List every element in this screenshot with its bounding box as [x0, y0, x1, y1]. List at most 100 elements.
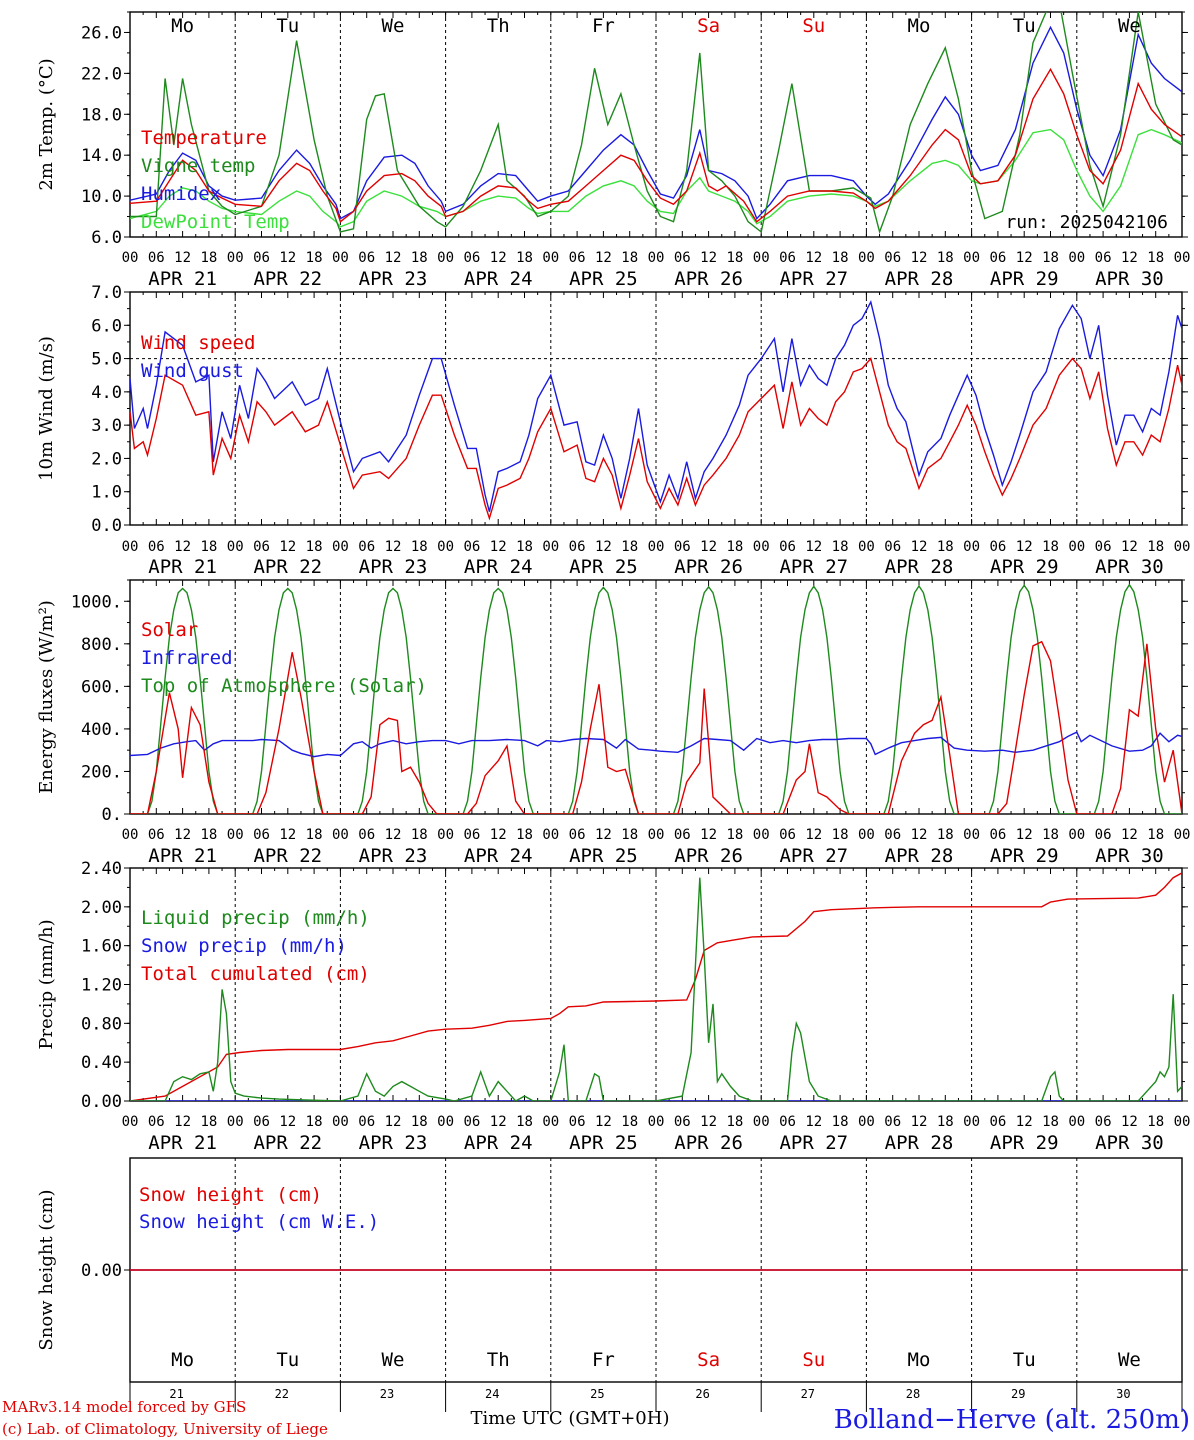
hour-label: 12: [174, 827, 191, 843]
x-axis-title: Time UTC (GMT+0H): [471, 1408, 670, 1429]
hour-label: 12: [595, 827, 612, 843]
date-label: APR 30: [1095, 556, 1164, 578]
hour-label: 12: [595, 1114, 612, 1130]
hour-label: 12: [1016, 250, 1033, 266]
hour-label: 12: [385, 1114, 402, 1130]
date-label: APR 22: [253, 845, 322, 867]
date-label: APR 21: [148, 268, 217, 290]
hour-label: 06: [989, 539, 1006, 555]
weekday-label: We: [1118, 1349, 1141, 1371]
date-label: APR 21: [148, 1132, 217, 1154]
hour-label: 00: [227, 539, 244, 555]
hour-label: 00: [858, 827, 875, 843]
run-label: run: 2025042106: [1005, 212, 1168, 233]
date-label: APR 29: [990, 845, 1059, 867]
hour-label: 12: [385, 250, 402, 266]
hour-label: 18: [516, 250, 533, 266]
day-number: 23: [380, 1387, 394, 1401]
hour-label: 12: [805, 1114, 822, 1130]
hour-label: 00: [227, 1114, 244, 1130]
hour-label: 12: [700, 827, 717, 843]
hour-label: 06: [1095, 250, 1112, 266]
hour-label: 00: [963, 1114, 980, 1130]
hour-label: 18: [621, 827, 638, 843]
legend-entry: Top of Atmosphere (Solar): [141, 675, 427, 697]
hour-label: 00: [648, 250, 665, 266]
date-label: APR 25: [569, 1132, 638, 1154]
hour-label: 12: [1121, 250, 1138, 266]
weekday-label: We: [1118, 15, 1141, 37]
hour-label: 18: [200, 539, 217, 555]
weekday-label: We: [382, 1349, 405, 1371]
legend-entry: Wind speed: [141, 332, 255, 354]
hour-label: 18: [621, 1114, 638, 1130]
hour-label: 06: [1095, 827, 1112, 843]
hour-label: 00: [753, 250, 770, 266]
date-label: APR 23: [359, 1132, 428, 1154]
series-line-top-of-atmosphere-solar-: [130, 583, 1182, 814]
hour-label: 12: [700, 539, 717, 555]
hour-label: 12: [911, 250, 928, 266]
day-number: 27: [801, 1387, 815, 1401]
hour-label: 06: [358, 827, 375, 843]
hour-label: 12: [700, 250, 717, 266]
hour-label: 18: [937, 250, 954, 266]
series-line-total-cumulated-cm-: [130, 872, 1182, 1101]
y-tick-label: 2.0: [91, 449, 122, 469]
hour-label: 12: [490, 1114, 507, 1130]
hour-label: 12: [1121, 539, 1138, 555]
hour-label: 06: [358, 250, 375, 266]
y-tick-label: 22.0: [81, 64, 122, 84]
y-tick-label: 1000.: [71, 592, 122, 612]
hour-label: 12: [1016, 1114, 1033, 1130]
hour-label: 00: [753, 539, 770, 555]
hour-label: 00: [1174, 539, 1191, 555]
legend-entry: Snow precip (mm/h): [141, 935, 347, 957]
weekday-label: Mo: [908, 15, 931, 37]
hour-label: 06: [674, 1114, 691, 1130]
series-line-wind-speed: [130, 357, 1182, 521]
hour-label: 18: [621, 539, 638, 555]
hour-label: 18: [937, 827, 954, 843]
hour-label: 00: [1068, 539, 1085, 555]
hour-label: 12: [1016, 827, 1033, 843]
hour-label: 00: [1174, 1114, 1191, 1130]
y-tick-label: 200.: [81, 762, 122, 782]
day-number: 21: [169, 1387, 183, 1401]
hour-label: 00: [963, 827, 980, 843]
y-tick-label: 0.00: [81, 1092, 122, 1112]
weekday-label: Mo: [171, 1349, 194, 1371]
panel-4: 0.00 0.40 0.80 1.20 1.60 2.00 2.40 Precip (mm/h…: [36, 859, 1190, 1154]
hour-label: 06: [884, 250, 901, 266]
hour-label: 06: [1095, 1114, 1112, 1130]
legend-entry: DewPoint Temp: [141, 211, 290, 233]
series-line-dewpoint-temp: [130, 128, 1182, 228]
day-number: 29: [1011, 1387, 1025, 1401]
series-group: [130, 583, 1182, 814]
date-label: APR 22: [253, 1132, 322, 1154]
legend-entry: Snow height (cm): [139, 1184, 322, 1206]
hour-label: 18: [1042, 539, 1059, 555]
hour-label: 00: [122, 1114, 139, 1130]
hour-label: 00: [332, 250, 349, 266]
hour-label: 18: [200, 827, 217, 843]
y-axis-title: 10m Wind (m/s): [36, 336, 57, 481]
hour-label: 12: [490, 250, 507, 266]
date-label: APR 27: [779, 268, 848, 290]
hour-label: 06: [1095, 539, 1112, 555]
hour-label: 00: [437, 539, 454, 555]
date-label: APR 23: [359, 845, 428, 867]
date-label: APR 26: [674, 556, 743, 578]
hour-label: 18: [726, 539, 743, 555]
hour-label: 06: [463, 539, 480, 555]
y-tick-label: 0.0: [91, 516, 122, 536]
hour-label: 00: [122, 539, 139, 555]
date-label: APR 25: [569, 268, 638, 290]
legend-entry: Solar: [141, 619, 198, 641]
hour-label: 12: [490, 827, 507, 843]
hour-label: 12: [595, 539, 612, 555]
hour-label: 18: [306, 250, 323, 266]
hour-label: 06: [884, 827, 901, 843]
weekday-label: Tu: [276, 1349, 299, 1371]
day-number: 28: [906, 1387, 920, 1401]
